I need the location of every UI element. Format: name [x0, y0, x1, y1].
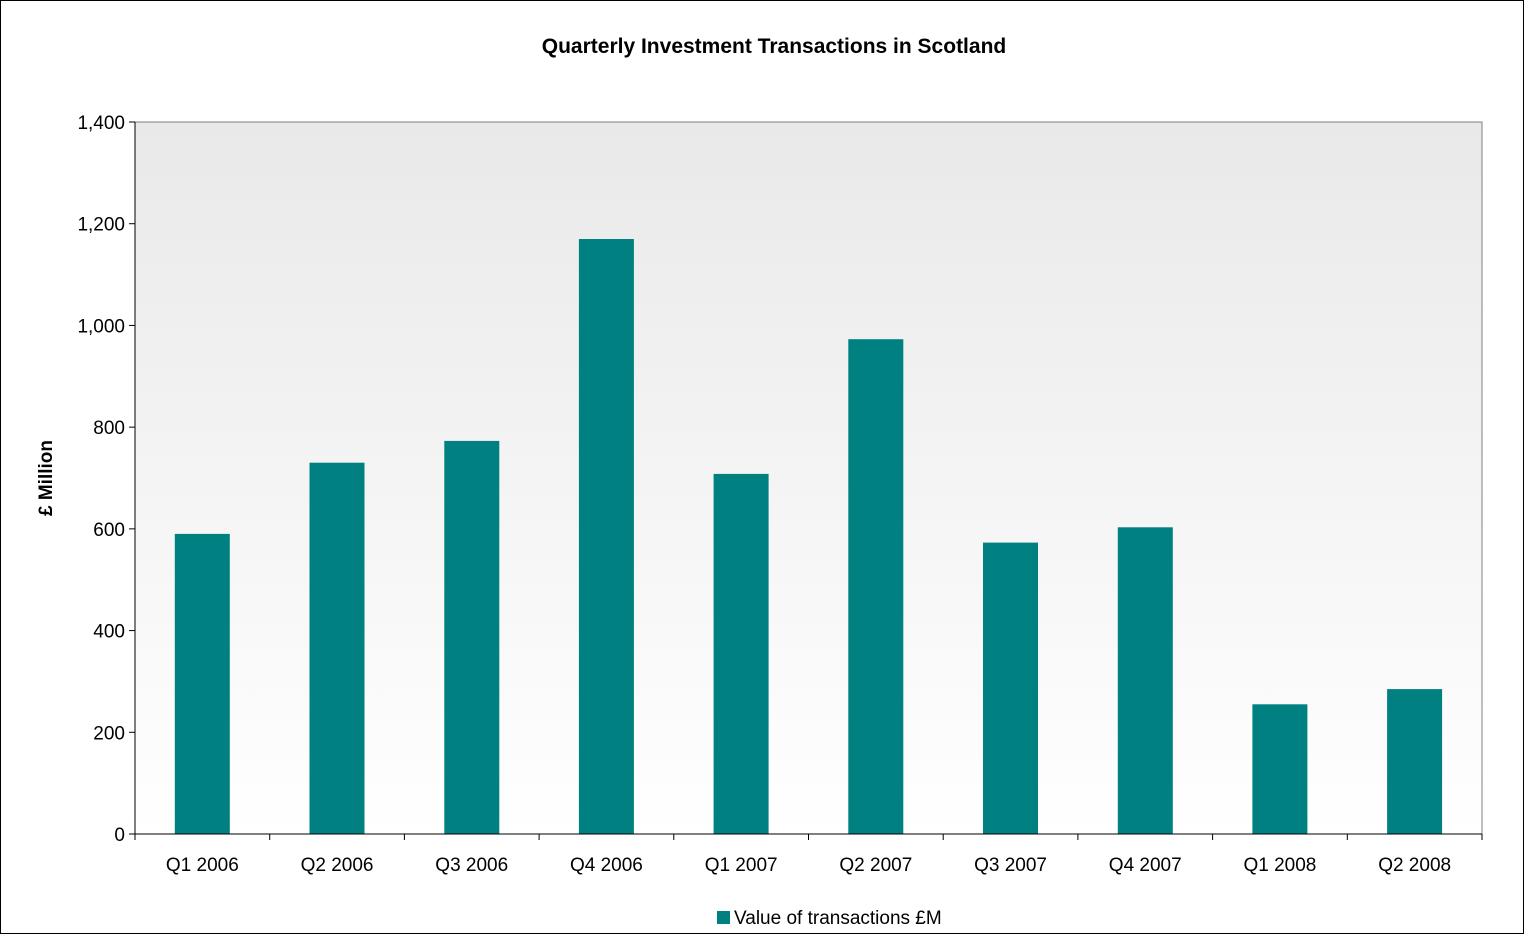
x-tick-label: Q4 2006 — [570, 855, 643, 876]
legend: Value of transactions £M — [717, 908, 942, 929]
x-tick-label: Q3 2007 — [974, 855, 1047, 876]
y-tick-label: 200 — [93, 723, 125, 744]
bar-q2-2007 — [848, 339, 904, 834]
x-tick-label: Q2 2007 — [839, 855, 912, 876]
y-tick-label: 1,200 — [77, 215, 125, 236]
legend-label: Value of transactions £M — [734, 908, 942, 929]
x-tick-label: Q1 2007 — [705, 855, 778, 876]
x-tick-label: Q1 2006 — [166, 855, 239, 876]
x-tick-label: Q1 2008 — [1243, 855, 1316, 876]
bar-q1-2008 — [1252, 704, 1308, 834]
y-axis-title: £ Million — [36, 440, 57, 516]
ticks-layer: 0 200 400 600 800 1,000 1,200 1,400 Q1 2006 Q2 20… — [77, 113, 1483, 876]
chart-title: Quarterly Investment Transactions in Sco… — [542, 35, 1006, 58]
bar-q2-2006 — [309, 462, 365, 834]
bar-q1-2006 — [174, 533, 230, 834]
bars-layer — [174, 239, 1443, 834]
y-tick-label: 400 — [93, 622, 125, 643]
x-tick-label: Q2 2008 — [1378, 855, 1451, 876]
bar-q1-2007 — [713, 473, 769, 834]
y-tick-label: 600 — [93, 520, 125, 541]
y-tick-label: 1,000 — [77, 316, 125, 337]
y-tick-label: 1,400 — [77, 113, 125, 134]
y-tick-label: 800 — [93, 418, 125, 439]
x-tick-label: Q2 2006 — [301, 855, 374, 876]
bar-q4-2006 — [578, 239, 634, 834]
bar-q3-2006 — [444, 440, 500, 834]
bar-q2-2008 — [1387, 689, 1443, 834]
bar-q4-2007 — [1117, 527, 1173, 834]
y-tick-label: 0 — [114, 825, 125, 846]
x-tick-label: Q4 2007 — [1109, 855, 1182, 876]
x-tick-label: Q3 2006 — [435, 855, 508, 876]
legend-swatch — [717, 911, 730, 924]
bar-q3-2007 — [983, 542, 1038, 834]
